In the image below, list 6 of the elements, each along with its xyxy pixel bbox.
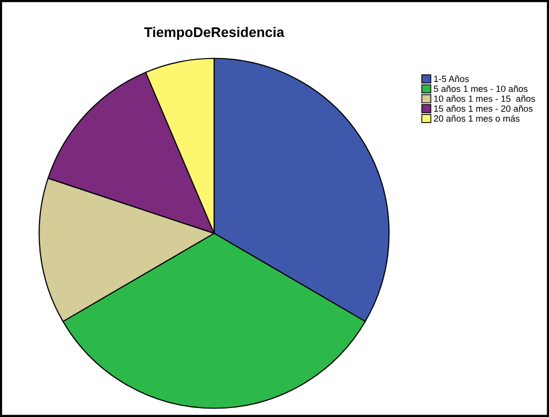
legend-label: 1-5 Años <box>434 76 469 82</box>
legend-label: 10 años 1 mes - 15 años <box>434 95 536 102</box>
legend-label: 5 años 1 mes - 10 años <box>434 85 528 92</box>
chart-title: TiempoDeResidencia <box>144 26 284 40</box>
legend-label: 20 años 1 mes o más <box>434 114 520 122</box>
legend-label: 15 años 1 mes - 20 años <box>434 105 533 112</box>
